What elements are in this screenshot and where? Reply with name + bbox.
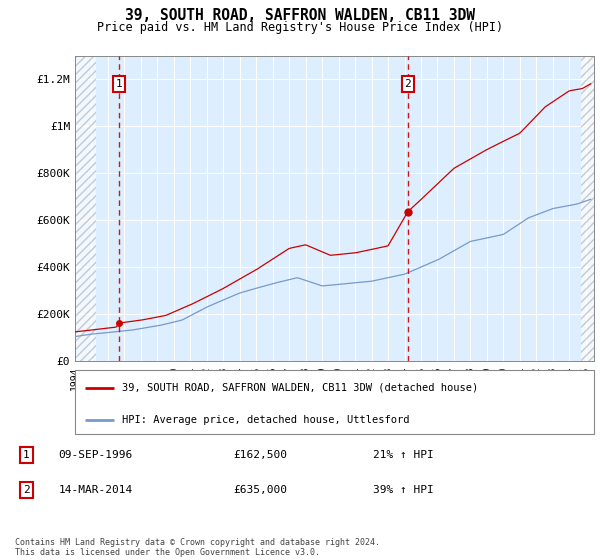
Bar <box>75 56 97 361</box>
Text: 2: 2 <box>23 485 30 495</box>
Text: 09-SEP-1996: 09-SEP-1996 <box>59 450 133 460</box>
Text: 2: 2 <box>404 79 411 89</box>
Text: 1: 1 <box>23 450 30 460</box>
Text: £162,500: £162,500 <box>233 450 287 460</box>
Text: 39% ↑ HPI: 39% ↑ HPI <box>373 485 434 495</box>
Text: 14-MAR-2014: 14-MAR-2014 <box>59 485 133 495</box>
Text: 39, SOUTH ROAD, SAFFRON WALDEN, CB11 3DW (detached house): 39, SOUTH ROAD, SAFFRON WALDEN, CB11 3DW… <box>122 382 478 393</box>
Text: Contains HM Land Registry data © Crown copyright and database right 2024.
This d: Contains HM Land Registry data © Crown c… <box>15 538 380 557</box>
Text: 21% ↑ HPI: 21% ↑ HPI <box>373 450 434 460</box>
FancyBboxPatch shape <box>75 370 594 434</box>
Text: 39, SOUTH ROAD, SAFFRON WALDEN, CB11 3DW: 39, SOUTH ROAD, SAFFRON WALDEN, CB11 3DW <box>125 8 475 24</box>
Text: HPI: Average price, detached house, Uttlesford: HPI: Average price, detached house, Uttl… <box>122 415 409 425</box>
Text: £635,000: £635,000 <box>233 485 287 495</box>
Text: Price paid vs. HM Land Registry's House Price Index (HPI): Price paid vs. HM Land Registry's House … <box>97 21 503 34</box>
Text: 1: 1 <box>116 79 122 89</box>
Bar <box>581 56 594 361</box>
